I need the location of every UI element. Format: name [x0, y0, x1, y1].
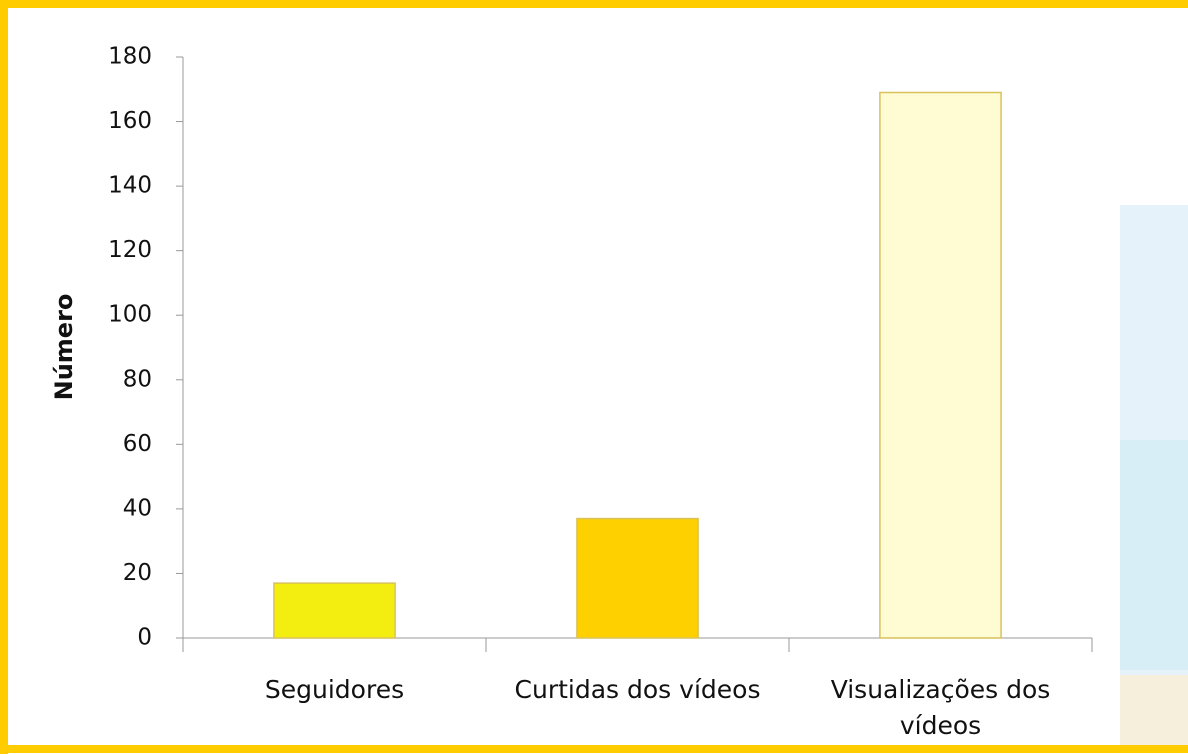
x-tick-label: Visualizações dos vídeos: [830, 675, 1051, 740]
bar: [879, 91, 1002, 639]
background-decoration: [1120, 440, 1188, 670]
y-axis-label: Número: [50, 294, 78, 401]
bar: [576, 517, 699, 639]
y-tick-label: 100: [108, 302, 152, 328]
y-tick-label: 160: [108, 108, 152, 134]
y-tick-label: 180: [108, 44, 152, 70]
background-decoration: [1120, 675, 1188, 750]
x-tick-label: Seguidores: [264, 675, 405, 704]
y-tick-label: 120: [108, 237, 152, 263]
x-tick-label: Curtidas dos vídeos: [514, 675, 761, 704]
y-tick-label: 80: [123, 366, 152, 392]
y-tick-label: 140: [108, 173, 152, 199]
y-tick-label: 60: [123, 431, 152, 457]
y-tick-label: 20: [123, 560, 152, 586]
y-tick-label: 0: [137, 625, 152, 651]
y-tick-label: 40: [123, 495, 152, 521]
bar: [273, 582, 396, 639]
